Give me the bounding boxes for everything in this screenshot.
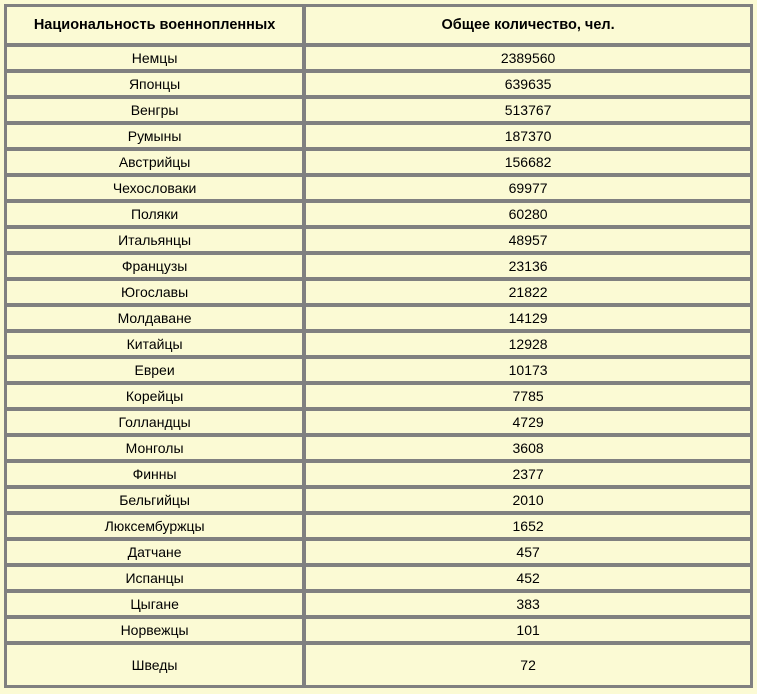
cell-nationality: Итальянцы [6, 228, 303, 252]
cell-count: 23136 [305, 254, 751, 278]
cell-count: 7785 [305, 384, 751, 408]
cell-nationality: Норвежцы [6, 618, 303, 642]
cell-count: 60280 [305, 202, 751, 226]
table-row: Финны2377 [6, 462, 751, 486]
cell-count: 457 [305, 540, 751, 564]
cell-nationality: Шведы [6, 644, 303, 686]
cell-nationality: Цыгане [6, 592, 303, 616]
table-row: Венгры513767 [6, 98, 751, 122]
cell-nationality: Поляки [6, 202, 303, 226]
table-row: Люксембуржцы1652 [6, 514, 751, 538]
cell-nationality: Монголы [6, 436, 303, 460]
header-nationality: Национальность военнопленных [6, 6, 303, 44]
cell-count: 2010 [305, 488, 751, 512]
cell-nationality: Испанцы [6, 566, 303, 590]
cell-count: 156682 [305, 150, 751, 174]
cell-count: 187370 [305, 124, 751, 148]
cell-nationality: Югославы [6, 280, 303, 304]
cell-count: 2389560 [305, 46, 751, 70]
table-row: Югославы21822 [6, 280, 751, 304]
cell-count: 3608 [305, 436, 751, 460]
cell-nationality: Венгры [6, 98, 303, 122]
table-row: Датчане457 [6, 540, 751, 564]
table-row: Поляки60280 [6, 202, 751, 226]
cell-nationality: Немцы [6, 46, 303, 70]
table-row: Румыны187370 [6, 124, 751, 148]
cell-nationality: Румыны [6, 124, 303, 148]
cell-nationality: Датчане [6, 540, 303, 564]
cell-count: 639635 [305, 72, 751, 96]
cell-nationality: Финны [6, 462, 303, 486]
table-row: Чехословаки69977 [6, 176, 751, 200]
cell-nationality: Корейцы [6, 384, 303, 408]
table-row: Японцы639635 [6, 72, 751, 96]
table-row: Цыгане383 [6, 592, 751, 616]
table-row: Шведы72 [6, 644, 751, 686]
cell-count: 2377 [305, 462, 751, 486]
table-row: Норвежцы101 [6, 618, 751, 642]
cell-nationality: Молдаване [6, 306, 303, 330]
cell-nationality: Австрийцы [6, 150, 303, 174]
table-row: Китайцы12928 [6, 332, 751, 356]
cell-count: 69977 [305, 176, 751, 200]
cell-nationality: Голландцы [6, 410, 303, 434]
table-header-row: Национальность военнопленных Общее колич… [6, 6, 751, 44]
cell-count: 4729 [305, 410, 751, 434]
cell-count: 101 [305, 618, 751, 642]
table-row: Испанцы452 [6, 566, 751, 590]
table-row: Итальянцы48957 [6, 228, 751, 252]
header-count: Общее количество, чел. [305, 6, 751, 44]
table-row: Корейцы7785 [6, 384, 751, 408]
table-row: Французы23136 [6, 254, 751, 278]
cell-nationality: Китайцы [6, 332, 303, 356]
table-row: Молдаване14129 [6, 306, 751, 330]
cell-count: 452 [305, 566, 751, 590]
table-row: Немцы2389560 [6, 46, 751, 70]
cell-count: 72 [305, 644, 751, 686]
pow-nationality-table: Национальность военнопленных Общее колич… [4, 4, 753, 688]
table-row: Евреи10173 [6, 358, 751, 382]
table-row: Бельгийцы2010 [6, 488, 751, 512]
cell-count: 513767 [305, 98, 751, 122]
cell-nationality: Французы [6, 254, 303, 278]
cell-count: 21822 [305, 280, 751, 304]
cell-count: 1652 [305, 514, 751, 538]
cell-count: 14129 [305, 306, 751, 330]
cell-nationality: Евреи [6, 358, 303, 382]
table-body: Немцы2389560Японцы639635Венгры513767Румы… [6, 46, 751, 686]
cell-count: 10173 [305, 358, 751, 382]
table-row: Монголы3608 [6, 436, 751, 460]
table-row: Австрийцы156682 [6, 150, 751, 174]
cell-nationality: Люксембуржцы [6, 514, 303, 538]
cell-nationality: Бельгийцы [6, 488, 303, 512]
cell-count: 48957 [305, 228, 751, 252]
cell-nationality: Японцы [6, 72, 303, 96]
cell-nationality: Чехословаки [6, 176, 303, 200]
table-row: Голландцы4729 [6, 410, 751, 434]
cell-count: 383 [305, 592, 751, 616]
cell-count: 12928 [305, 332, 751, 356]
